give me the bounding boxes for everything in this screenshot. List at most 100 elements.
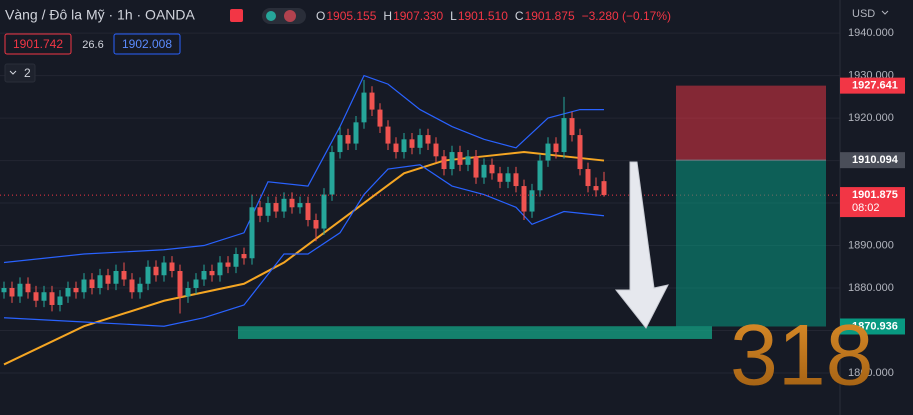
indicator-toggle[interactable] xyxy=(4,63,36,83)
candle-body xyxy=(465,156,471,165)
countdown: 08:02 xyxy=(852,202,880,214)
candle-body xyxy=(457,152,463,165)
candle-body xyxy=(241,254,247,259)
candle-body xyxy=(601,181,607,196)
candle-body xyxy=(329,152,335,195)
ohlc-key: L xyxy=(450,9,457,23)
candle-body xyxy=(321,194,327,229)
ohlc-key: H xyxy=(383,9,392,23)
ohlc-key: O xyxy=(316,9,325,23)
currency-caret xyxy=(881,10,889,15)
y-tick-label: 1880.000 xyxy=(848,282,894,294)
candle-body xyxy=(433,143,439,157)
overlay-line xyxy=(3,164,605,327)
y-tick-label: 1940.000 xyxy=(848,27,894,39)
price-tag xyxy=(840,318,905,335)
candle-body xyxy=(73,287,79,293)
sell-box[interactable] xyxy=(4,33,72,55)
buy-box[interactable] xyxy=(113,33,181,55)
sell-price: 1901.742 xyxy=(13,37,63,51)
toggle-dot xyxy=(266,11,276,21)
toggle-dot xyxy=(284,10,296,22)
candle-body xyxy=(137,283,143,293)
ohlc-change: −3.280 (−0.17%) xyxy=(582,9,671,23)
candle-body xyxy=(585,169,591,187)
candle-body xyxy=(193,279,199,288)
candle-body xyxy=(361,92,367,123)
candle-body xyxy=(545,143,551,161)
candle-body xyxy=(97,275,103,288)
candle-body xyxy=(481,164,487,178)
candle-body xyxy=(105,275,111,284)
candle-body xyxy=(593,186,599,191)
candle-body xyxy=(233,254,239,267)
candle-body xyxy=(345,135,351,144)
candle-body xyxy=(1,287,7,293)
price-tag-label: 1901.875 xyxy=(852,189,898,201)
candle-body xyxy=(225,262,231,267)
plot-area xyxy=(0,32,840,374)
y-tick-label: 1890.000 xyxy=(848,239,894,251)
candle-body xyxy=(201,271,207,280)
candle-body xyxy=(209,271,215,276)
ohlc-value: 1907.330 xyxy=(393,9,443,23)
candle-body xyxy=(385,126,391,144)
candle-body xyxy=(417,135,423,148)
candle-body xyxy=(473,156,479,178)
ohlc-key: C xyxy=(515,9,524,23)
overlay-line xyxy=(3,151,605,366)
price-tag-label: 1870.936 xyxy=(852,320,898,332)
candle-body xyxy=(41,292,47,301)
candle-body xyxy=(145,266,151,284)
candle-body xyxy=(65,287,71,297)
candle-body xyxy=(185,287,191,297)
candle-body xyxy=(9,287,15,297)
candle-body xyxy=(249,207,255,259)
candle-body xyxy=(393,143,399,153)
indicator-caret xyxy=(9,70,17,75)
candle-body xyxy=(401,139,407,153)
price-tag-label: 1927.641 xyxy=(852,80,898,92)
candle-body xyxy=(497,173,503,182)
flag-icon[interactable] xyxy=(230,9,243,22)
spread: 26.6 xyxy=(82,39,103,51)
candle-body xyxy=(169,262,175,272)
price-tag xyxy=(840,152,905,169)
candle-body xyxy=(521,186,527,212)
overlay-line xyxy=(3,74,604,264)
candle-body xyxy=(569,118,575,136)
candle-body xyxy=(17,283,23,297)
buy-price: 1902.008 xyxy=(122,37,172,51)
candle-body xyxy=(33,292,39,301)
candle-body xyxy=(121,271,127,280)
candle-body xyxy=(489,164,495,174)
candle-body xyxy=(561,118,567,153)
y-tick-label: 1860.000 xyxy=(848,367,894,379)
price-tag xyxy=(840,187,905,218)
candle-body xyxy=(217,262,223,276)
symbol-title[interactable]: Vàng / Đô la Mỹ · 1h · OANDA xyxy=(5,7,196,23)
arrow xyxy=(614,161,669,329)
candle-body xyxy=(129,279,135,293)
candle-body xyxy=(513,173,519,187)
candle-body xyxy=(425,135,431,144)
currency[interactable]: USD xyxy=(852,8,875,20)
candle-body xyxy=(577,135,583,170)
candle-body xyxy=(265,203,271,216)
candle-body xyxy=(49,292,55,305)
price-tag xyxy=(840,77,905,94)
candle-body xyxy=(161,262,167,276)
candle-body xyxy=(257,207,263,216)
candle-body xyxy=(553,143,559,153)
indicator-count: 2 xyxy=(24,66,31,80)
ohlc-value: 1901.510 xyxy=(458,9,508,23)
ohlc-value: 1901.875 xyxy=(525,9,575,23)
stop-zone xyxy=(676,85,826,161)
candle-body xyxy=(25,283,31,293)
candle-body xyxy=(57,296,63,305)
candle-body xyxy=(337,135,343,153)
candle-body xyxy=(529,190,535,212)
candle-body xyxy=(409,139,415,148)
